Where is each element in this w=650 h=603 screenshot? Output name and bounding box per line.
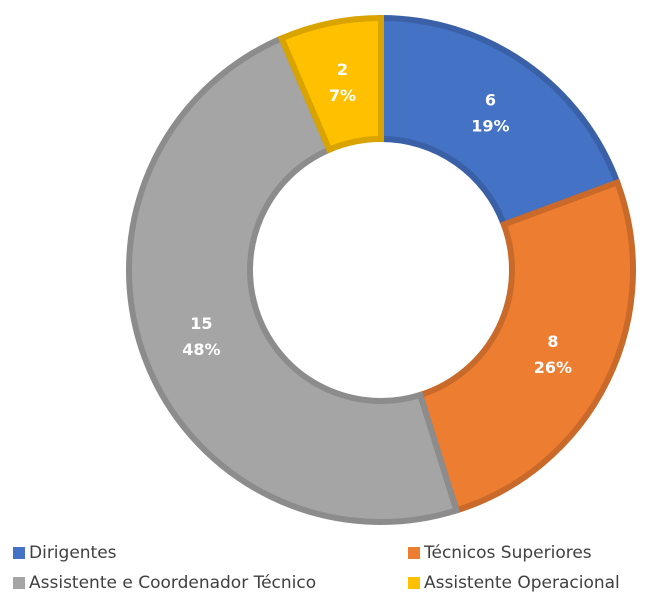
data-label-percent: 7% [329, 86, 356, 105]
data-label-value: 2 [337, 60, 348, 79]
legend-label: Dirigentes [29, 543, 117, 563]
data-label-percent: 19% [471, 116, 509, 135]
donut-slice [378, 14, 622, 229]
donut-slice [126, 34, 461, 525]
legend-label: Assistente Operacional [424, 573, 620, 593]
legend-swatch [408, 577, 420, 589]
data-label-percent: 26% [534, 358, 572, 377]
legend-label: Assistente e Coordenador Técnico [29, 573, 316, 593]
donut-slice [416, 178, 636, 515]
legend-swatch [13, 547, 25, 559]
data-label-value: 15 [190, 314, 212, 333]
legend-swatch [13, 577, 25, 589]
donut-slice [277, 14, 384, 154]
legend-swatch [408, 547, 420, 559]
data-label-value: 6 [485, 90, 496, 109]
data-label-value: 8 [547, 332, 558, 351]
data-label-percent: 48% [182, 340, 220, 359]
legend-label: Técnicos Superiores [423, 543, 592, 563]
